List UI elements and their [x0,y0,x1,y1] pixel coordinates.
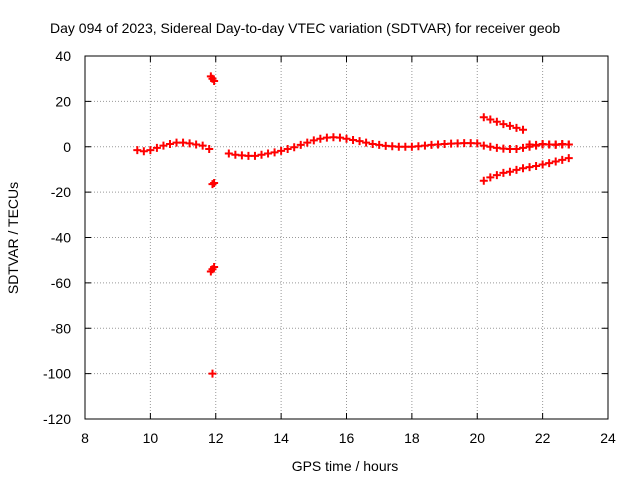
x-tick-label: 24 [600,430,616,446]
x-tick-label: 10 [143,430,159,446]
y-tick-label: -20 [51,184,71,200]
data-point [492,171,501,180]
data-point [519,143,528,152]
data-point [564,154,573,163]
data-point [362,138,371,147]
x-tick-label: 22 [535,430,551,446]
series-late-lower [479,154,573,185]
data-point [264,149,273,158]
y-axis-ticks: -120 -100 -80 -60 -40 -20 0 20 40 [43,48,608,427]
data-point [499,120,508,129]
data-point [210,262,219,271]
data-point [558,155,567,164]
x-tick-label: 16 [339,430,355,446]
data-point [545,159,554,168]
data-point [303,138,312,147]
data-point [479,141,488,150]
data-point [479,176,488,185]
series-late-upper [479,113,528,134]
data-point [309,136,318,145]
x-tick-label: 20 [469,430,485,446]
data-points [133,72,573,378]
series-late-dense-band [525,140,573,149]
data-point [486,173,495,182]
data-point [532,162,541,171]
chart-title: Day 094 of 2023, Sidereal Day-to-day VTE… [50,20,560,36]
data-point [257,150,266,159]
data-point [512,123,521,132]
series-main-trend [133,138,214,156]
data-point [538,160,547,169]
data-point [492,117,501,126]
data-point [519,125,528,134]
data-point [486,142,495,151]
y-axis-label: SDTVAR / TECUs [5,182,21,294]
data-point [159,141,168,150]
x-tick-label: 18 [404,430,420,446]
series-after-gap [224,133,482,160]
data-point [316,134,325,143]
y-tick-label: -120 [43,411,71,427]
data-point [551,157,560,166]
x-tick-label: 12 [208,430,224,446]
data-point [152,143,161,152]
data-point [335,133,344,142]
data-point [512,145,521,154]
data-point [564,140,573,149]
x-tick-label: 14 [273,430,289,446]
data-point [290,143,299,152]
y-tick-label: -60 [51,275,71,291]
y-tick-label: -40 [51,230,71,246]
data-point [185,139,194,148]
y-tick-label: 20 [55,93,71,109]
data-point [250,151,259,160]
y-tick-label: -100 [43,366,71,382]
data-point [499,168,508,177]
series-jump-at-noon [206,72,219,378]
data-point [192,140,201,149]
data-point [296,140,305,149]
data-point [479,113,488,122]
data-point [283,145,292,154]
data-point [208,369,217,378]
data-point [165,140,174,149]
data-point [486,115,495,124]
data-point [519,164,528,173]
x-axis-label: GPS time / hours [292,458,399,474]
data-point [208,180,217,189]
series-late-middle [479,140,573,154]
data-point [224,149,233,158]
data-point [277,146,286,155]
y-tick-label: 40 [55,48,71,64]
x-axis-ticks: 8 10 12 14 16 18 20 22 24 [81,56,616,446]
data-point [210,179,219,188]
data-point [146,146,155,155]
grid [85,56,608,419]
data-point [512,165,521,174]
data-point [210,76,219,85]
data-point [525,163,534,172]
data-point [139,147,148,156]
data-point [133,146,142,155]
data-point [505,121,514,130]
data-point [355,137,364,146]
data-point [473,139,482,148]
data-point [270,148,279,157]
data-point [505,167,514,176]
y-tick-label: -80 [51,320,71,336]
x-tick-label: 8 [81,430,89,446]
data-point [205,145,214,154]
data-point [349,135,358,144]
data-point [342,134,351,143]
data-point [198,141,207,150]
y-tick-label: 0 [63,139,71,155]
